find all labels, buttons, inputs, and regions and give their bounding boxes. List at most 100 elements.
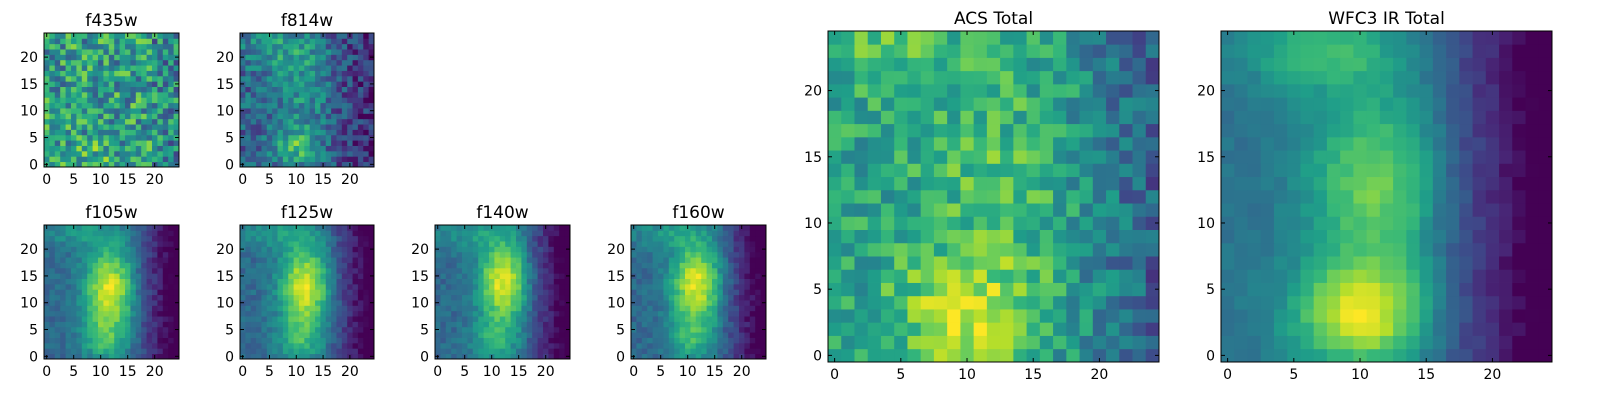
heatmap-cell xyxy=(309,108,316,114)
heatmap-cell xyxy=(1340,322,1354,336)
heatmap-cell xyxy=(114,54,120,61)
heatmap-cell xyxy=(98,59,104,66)
heatmap-cell xyxy=(266,235,273,242)
heatmap-cell xyxy=(320,332,327,338)
heatmap-cell xyxy=(331,124,337,130)
heatmap-cell xyxy=(728,273,734,279)
heatmap-cell xyxy=(494,300,501,306)
heatmap-cell xyxy=(1366,322,1381,336)
heatmap-cell xyxy=(973,335,988,350)
heatmap-cell xyxy=(695,300,702,306)
heatmap-cell xyxy=(739,337,745,344)
heatmap-cell xyxy=(352,230,359,237)
heatmap-cell xyxy=(108,145,115,152)
heatmap-cell xyxy=(60,124,66,130)
heatmap-cell xyxy=(114,102,120,109)
heatmap-cell xyxy=(320,241,327,247)
heatmap-cell xyxy=(162,332,169,338)
heatmap-cell xyxy=(162,43,169,50)
heatmap-cell xyxy=(712,305,718,312)
heatmap-cell xyxy=(647,283,653,290)
heatmap-cell xyxy=(1000,163,1014,178)
heatmap-cell xyxy=(467,305,474,312)
heatmap-cell xyxy=(499,316,506,322)
heatmap-cell xyxy=(245,124,252,130)
heatmap-cell xyxy=(282,332,289,338)
heatmap-cell xyxy=(1092,189,1107,204)
heatmap-cell xyxy=(1525,309,1540,323)
heatmap-cell xyxy=(293,305,300,312)
heatmap-cell xyxy=(92,150,99,157)
heatmap-cell xyxy=(1145,216,1160,230)
heatmap-cell xyxy=(71,241,77,247)
heatmap-cell xyxy=(103,161,110,168)
x-tick-label: 5 xyxy=(460,364,469,380)
heatmap-cell xyxy=(933,216,948,230)
heatmap-cell xyxy=(71,332,77,338)
heatmap-cell xyxy=(282,246,289,253)
heatmap-cell xyxy=(168,150,174,157)
heatmap-cell xyxy=(125,75,131,82)
heatmap-cell xyxy=(478,230,484,237)
heatmap-cell xyxy=(261,316,268,322)
heatmap-cell xyxy=(352,326,359,333)
heatmap-cell xyxy=(168,246,174,253)
heatmap-cell xyxy=(49,59,56,66)
heatmap-cell xyxy=(679,273,686,279)
heatmap-cell xyxy=(98,305,104,312)
heatmap-cell xyxy=(60,118,66,125)
heatmap-cell xyxy=(728,262,734,269)
heatmap-cell xyxy=(309,86,316,93)
heatmap-cell xyxy=(293,321,300,328)
heatmap-cell xyxy=(125,321,131,328)
heatmap-cell xyxy=(293,118,300,125)
heatmap-cell xyxy=(1406,256,1420,270)
heatmap-cell xyxy=(245,108,252,114)
heatmap-cell xyxy=(760,294,767,301)
heatmap-cell xyxy=(98,310,104,317)
heatmap-cell xyxy=(240,294,246,301)
heatmap-cell xyxy=(1525,282,1540,297)
heatmap-cell xyxy=(103,246,110,253)
heatmap-cell xyxy=(717,337,724,344)
heatmap-cell xyxy=(277,81,284,87)
heatmap-cell xyxy=(54,70,61,77)
heatmap-cell xyxy=(125,316,131,322)
heatmap-cell xyxy=(357,86,364,93)
x-tick-label: 15 xyxy=(706,364,724,380)
heatmap-cell xyxy=(76,225,83,231)
heatmap-cell xyxy=(341,262,348,269)
heatmap-cell xyxy=(368,310,375,317)
heatmap-cell xyxy=(363,124,370,130)
heatmap-cell xyxy=(867,295,882,310)
heatmap-cell xyxy=(695,337,702,344)
heatmap-cell xyxy=(309,145,316,152)
heatmap-cell xyxy=(760,310,767,317)
heatmap-cell xyxy=(357,305,364,312)
heatmap-cell xyxy=(352,134,359,141)
heatmap-cell xyxy=(1446,309,1460,323)
heatmap-cell xyxy=(505,257,511,263)
heatmap-cell xyxy=(119,129,126,136)
heatmap-cell xyxy=(1379,322,1394,336)
heatmap-cell xyxy=(1459,348,1473,363)
heatmap-cell xyxy=(315,289,321,296)
heatmap-cell xyxy=(168,129,174,136)
heatmap-cell xyxy=(245,305,252,312)
heatmap-cell xyxy=(298,257,305,263)
heatmap-cell xyxy=(304,241,311,247)
heatmap-cell xyxy=(510,332,517,338)
heatmap-cell xyxy=(141,33,147,39)
heatmap-cell xyxy=(49,230,56,237)
heatmap-cell xyxy=(65,225,72,231)
heatmap-cell xyxy=(363,257,370,263)
heatmap-cell xyxy=(245,97,252,104)
heatmap-cell xyxy=(717,316,724,322)
heatmap-cell xyxy=(1353,189,1368,204)
heatmap-cell xyxy=(92,129,99,136)
heatmap-cell xyxy=(1092,242,1107,257)
heatmap-cell xyxy=(336,81,343,87)
heatmap-cell xyxy=(744,316,751,322)
heatmap-cell xyxy=(368,129,375,136)
heatmap-cell xyxy=(315,305,321,312)
